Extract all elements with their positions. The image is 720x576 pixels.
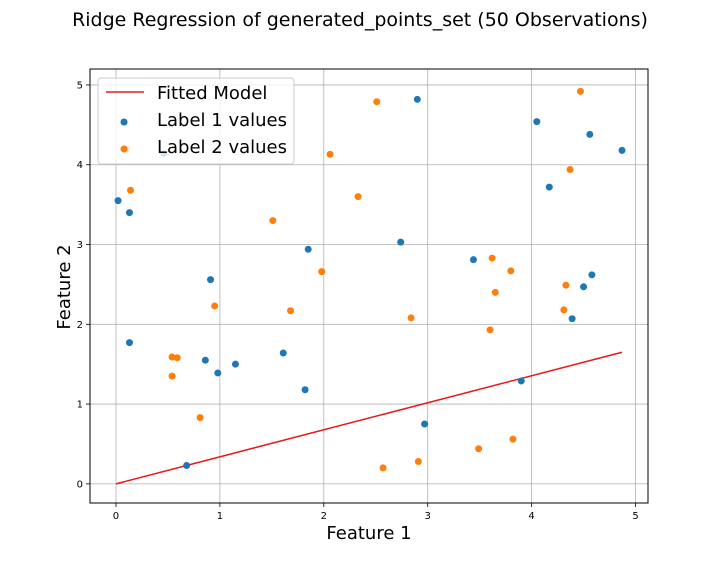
legend: Fitted Model Label 1 values Label 2 valu… [97,77,295,165]
label-1-point [397,238,405,246]
label-2-point [127,186,135,194]
label-2-point [566,166,574,174]
label-1-point [618,146,626,154]
label-2-point [379,464,387,472]
label-1-point [207,276,215,284]
label-2-point [509,435,517,443]
label-1-point [183,462,191,470]
label-2-point [373,98,381,106]
label-1-point [114,197,122,205]
y-tick-label: 3 [77,240,83,251]
label-2-point [475,445,483,453]
label-1-point [568,315,576,323]
x-tick-label: 3 [425,511,431,522]
plot-frame [89,68,649,504]
label-2-point [354,193,362,201]
label-2-point [507,267,515,275]
label-1-point [517,377,525,385]
fitted-model-line-segment [115,351,623,485]
legend-label-label-1: Label 1 values [157,110,287,131]
label-2-point [414,458,422,466]
label-1-point [469,256,477,264]
label-1-point [231,360,239,368]
x-axis-ticks: 0 1 2 3 4 5 [113,503,639,522]
label-2-point [486,326,494,334]
x-tick-label: 5 [632,511,638,522]
y-axis-label: Feature 2 [54,244,75,329]
label-1-point [545,183,553,191]
y-tick-label: 5 [77,80,83,91]
label-1-point [413,95,421,103]
legend-swatch-label-2 [120,145,128,153]
x-tick-label: 0 [113,511,119,522]
y-axis-ticks: 0 1 2 3 4 5 [77,80,90,490]
label-2-point [326,150,334,158]
label-2-point [211,302,219,310]
label-2-point [269,217,277,225]
label-2-point [576,87,584,95]
scatter-points [114,87,626,472]
legend-label-fitted-model: Fitted Model [157,83,267,104]
y-tick-label: 4 [77,160,83,171]
label-1-point [279,349,287,357]
label-1-point [588,271,596,279]
label-1-point [421,420,429,428]
x-tick-label: 1 [217,511,223,522]
label-2-point [562,281,570,289]
label-1-point [533,118,541,126]
x-tick-label: 4 [528,511,534,522]
x-tick-label: 2 [321,511,327,522]
label-2-point [318,268,326,276]
label-1-point [201,356,209,364]
label-2-point [287,307,295,315]
chart-title: Ridge Regression of generated_points_set… [72,9,648,31]
label-2-point [168,372,176,380]
fitted-model-line [115,351,623,485]
legend-box [97,77,295,165]
y-tick-label: 0 [77,479,83,490]
label-1-point [125,339,133,347]
label-2-point [173,354,181,362]
label-1-point [214,369,222,377]
label-2-point [560,306,568,314]
label-2-point [196,414,204,422]
label-1-point [304,245,312,253]
label-2-point [488,254,496,262]
label-1-point [586,130,594,138]
label-1-point [125,209,133,217]
y-tick-label: 1 [77,400,83,411]
label-2-point [491,288,499,296]
legend-label-label-2: Label 2 values [157,137,287,158]
label-1-point [301,386,309,394]
y-tick-label: 2 [77,320,83,331]
label-1-point [580,283,588,291]
label-2-point [407,314,415,322]
label-2-point [168,353,176,361]
legend-swatch-label-1 [120,118,128,126]
x-axis-label: Feature 1 [326,523,411,544]
